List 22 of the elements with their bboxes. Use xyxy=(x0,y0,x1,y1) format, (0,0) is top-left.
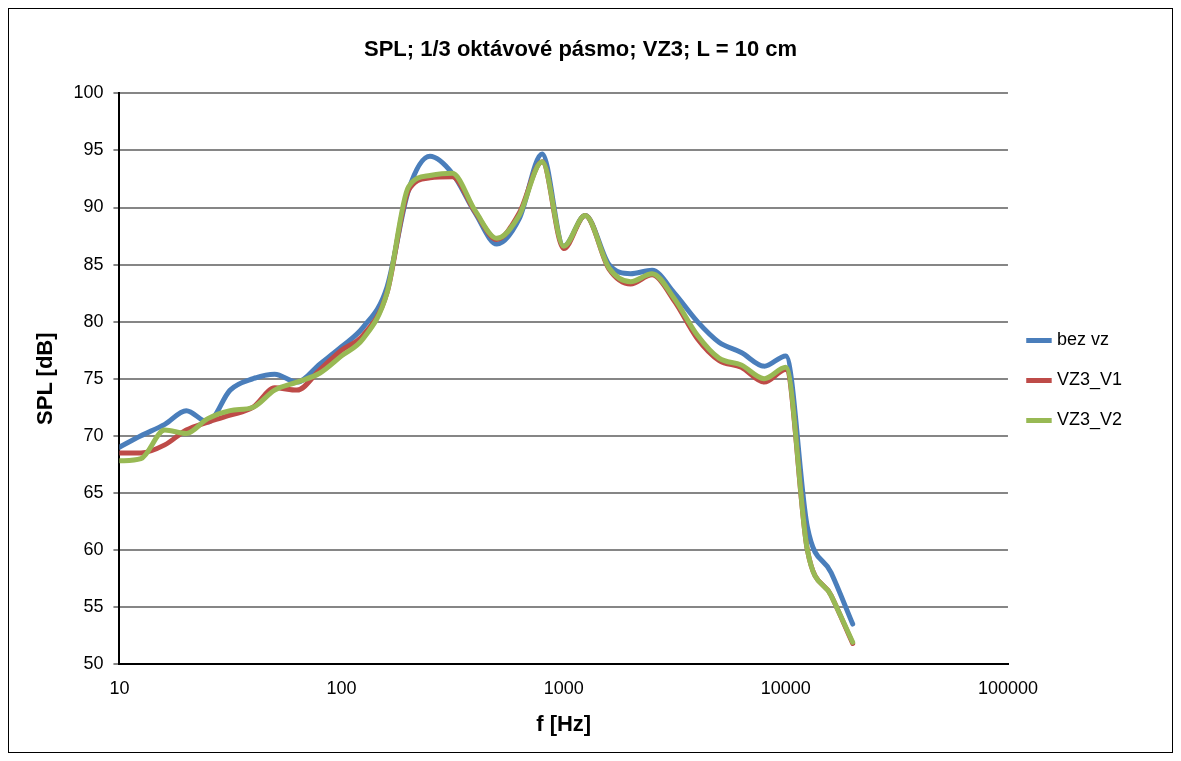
y-tick-label: 50 xyxy=(83,652,104,673)
x-tick-label: 100000 xyxy=(977,677,1038,698)
x-tick-label: 1000 xyxy=(543,677,584,698)
legend-label: VZ3_V2 xyxy=(1056,409,1123,431)
x-tick-label: 100 xyxy=(326,677,357,698)
y-axis-title: SPL [dB] xyxy=(32,332,58,425)
legend-label: bez vz xyxy=(1056,329,1109,350)
x-tick-label: 10000 xyxy=(760,677,811,698)
y-tick-label: 75 xyxy=(83,367,104,388)
y-tick-label: 80 xyxy=(83,310,104,331)
y-tick-label: 95 xyxy=(83,139,104,160)
y-tick-label: 60 xyxy=(83,538,104,559)
y-tick-label: 100 xyxy=(73,82,104,103)
chart-title: SPL; 1/3 oktávové pásmo; VZ3; L = 10 cm xyxy=(363,36,798,62)
y-tick-label: 90 xyxy=(83,196,104,217)
y-tick-label: 70 xyxy=(83,424,104,445)
y-tick-label: 65 xyxy=(83,481,104,502)
x-tick-label: 10 xyxy=(109,677,130,698)
y-tick-label: 55 xyxy=(83,595,104,616)
legend-label: VZ3_V1 xyxy=(1056,369,1123,391)
x-axis-title: f [Hz] xyxy=(536,710,592,736)
y-tick-label: 85 xyxy=(83,253,104,274)
